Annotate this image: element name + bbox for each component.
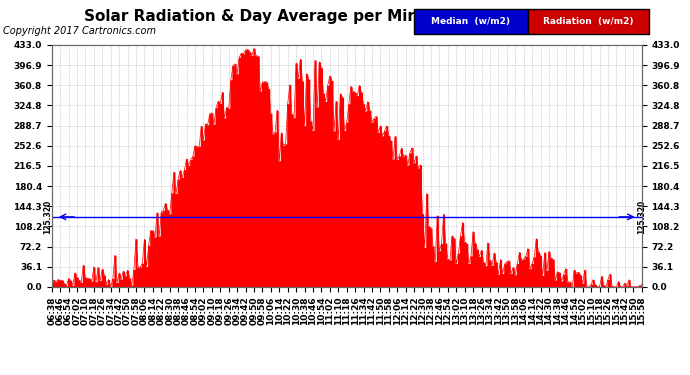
Text: Median  (w/m2): Median (w/m2) [431,17,511,26]
Text: Radiation  (w/m2): Radiation (w/m2) [543,17,633,26]
Text: Copyright 2017 Cartronics.com: Copyright 2017 Cartronics.com [3,26,157,36]
Text: 125.320: 125.320 [637,200,647,234]
Text: Solar Radiation & Day Average per Minute  Tue Nov 14 16:14: Solar Radiation & Day Average per Minute… [84,9,606,24]
Text: 125.320: 125.320 [43,200,52,234]
